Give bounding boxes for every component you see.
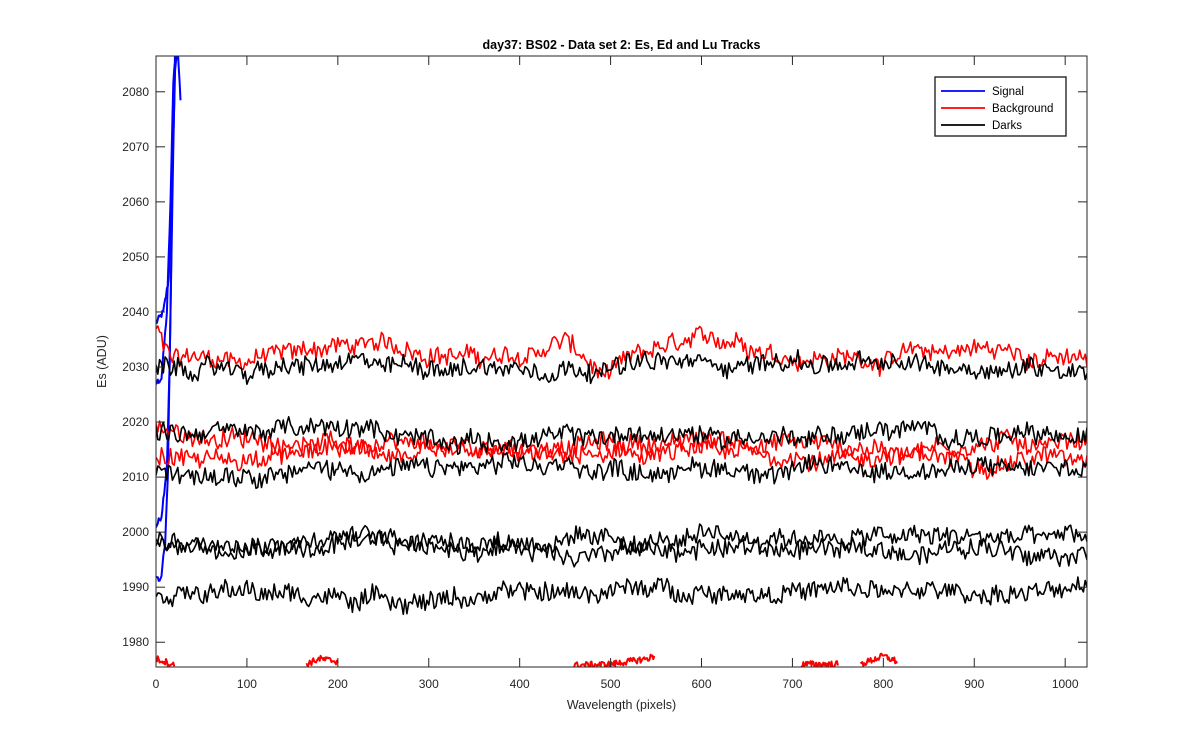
series-line-darks [156,530,1087,568]
series-line-background [305,654,339,667]
y-tick-label: 2010 [122,470,149,484]
series-line-background [573,653,656,667]
series-line-darks [156,348,1087,386]
legend-box [934,76,1067,137]
ticks-layer: 0 100 200 300 400 500 600 700 800 900 1000 1980 1990… [122,56,1087,691]
series-line-background [156,420,1087,462]
x-tick-label: 0 [153,677,160,691]
y-tick-label: 2070 [122,140,149,154]
y-tick-label: 2060 [122,195,149,209]
series-layer [156,56,1087,667]
y-tick-label: 2050 [122,250,149,264]
y-tick-label: 2000 [122,525,149,539]
legend[interactable]: Signal Background Darks [934,76,1067,137]
series-line-background [156,436,1087,480]
x-tick-label: 800 [873,677,893,691]
x-tick-label: 1000 [1052,677,1079,691]
plot-frame [155,55,1088,668]
x-tick-label: 500 [601,677,621,691]
x-tick-label: 300 [419,677,439,691]
y-axis-title: Es (ADU) [95,335,109,388]
legend-label-signal: Signal [992,86,1024,98]
x-tick-label: 400 [510,677,530,691]
x-tick-label: 700 [782,677,802,691]
series-line-darks [156,415,1087,456]
series-line-background [859,652,898,667]
series-line-background [156,325,1087,380]
y-tick-label: 1980 [122,635,149,649]
legend-label-darks: Darks [992,120,1022,132]
series-line-darks [156,576,1087,616]
y-tick-label: 2080 [122,85,149,99]
x-axis-title: Wavelength (pixels) [567,698,676,712]
x-tick-label: 100 [237,677,257,691]
y-tick-label: 2020 [122,415,149,429]
y-tick-label: 1990 [122,580,149,594]
chart-title: day37: BS02 - Data set 2: Es, Ed and Lu … [483,38,761,52]
series-line-background [156,655,176,667]
x-tick-label: 900 [964,677,984,691]
x-tick-label: 600 [691,677,711,691]
series-line-darks [156,451,1087,490]
x-tick-label: 200 [328,677,348,691]
legend-label-background: Background [992,103,1053,115]
y-tick-label: 2040 [122,305,149,319]
series-line-background [800,660,839,667]
series-line-darks [156,523,1087,560]
y-tick-label: 2030 [122,360,149,374]
